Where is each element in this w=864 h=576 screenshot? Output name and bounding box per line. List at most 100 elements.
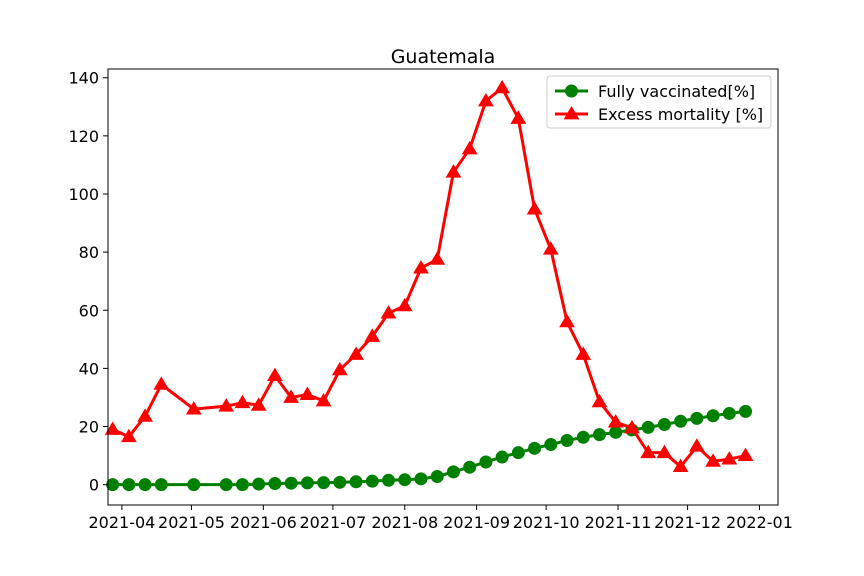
data-point [398, 473, 412, 487]
data-point [268, 476, 282, 490]
y-tick-label: 20 [79, 418, 99, 437]
data-point [137, 408, 153, 422]
data-point [688, 438, 705, 452]
data-point [722, 406, 736, 420]
data-point [705, 453, 721, 467]
data-point [641, 420, 655, 434]
data-point [234, 394, 251, 409]
data-point [657, 417, 671, 431]
legend-label: Excess mortality [%] [598, 105, 763, 124]
x-tick-label: 2021-06 [230, 513, 297, 532]
data-point [607, 414, 624, 428]
data-point [104, 421, 121, 435]
legend-marker [563, 106, 580, 120]
data-point [331, 361, 348, 376]
data-point [591, 393, 608, 408]
data-point [138, 478, 152, 492]
data-point [575, 346, 592, 360]
data-point [478, 92, 494, 107]
data-point [122, 478, 136, 492]
data-point [494, 79, 510, 94]
data-point [461, 140, 478, 155]
data-point [640, 444, 657, 459]
data-point [218, 398, 235, 412]
data-point [479, 455, 493, 469]
data-point [219, 478, 233, 492]
data-point [737, 447, 754, 461]
y-tick-label: 140 [68, 69, 99, 88]
data-point [120, 428, 137, 443]
data-point [315, 392, 332, 407]
data-point [284, 476, 298, 490]
data-point [495, 450, 509, 464]
data-point [576, 430, 590, 444]
x-tick-label: 2021-04 [88, 513, 155, 532]
data-point [445, 164, 462, 178]
data-point [413, 260, 429, 274]
y-tick-label: 80 [79, 243, 99, 262]
plot-frame [107, 68, 779, 506]
series-layer [104, 79, 754, 492]
chart-title: Guatemala [391, 46, 496, 68]
data-point [592, 428, 606, 442]
data-point [317, 476, 331, 490]
data-point [299, 386, 316, 400]
y-tick-label: 120 [68, 127, 99, 146]
x-tick-label: 2021-05 [158, 513, 225, 532]
data-point [396, 297, 413, 312]
data-point [739, 404, 753, 418]
data-point [283, 389, 300, 403]
data-point [267, 367, 283, 382]
data-point [414, 472, 428, 486]
data-point [429, 251, 446, 265]
data-point [348, 346, 364, 360]
data-point [526, 201, 543, 215]
data-point [154, 478, 168, 492]
data-point [560, 433, 574, 447]
legend-box [546, 75, 772, 129]
data-point [300, 476, 314, 490]
data-point [252, 477, 266, 491]
y-tick-label: 60 [79, 301, 99, 320]
legend-label: Fully vaccinated[%] [598, 82, 755, 101]
y-tick-label: 0 [89, 476, 99, 495]
data-point [235, 478, 249, 492]
data-point [624, 419, 640, 434]
data-point [672, 458, 689, 473]
data-point [690, 411, 704, 425]
x-axis: 2021-04 2021-05 2021-06 2021-07 2021-08 2021-… [88, 505, 793, 532]
data-point [349, 475, 363, 489]
data-point [721, 451, 738, 465]
x-tick-label: 2021-07 [299, 513, 366, 532]
x-tick-label: 2021-12 [654, 513, 721, 532]
data-point [542, 241, 559, 255]
data-point [446, 465, 460, 479]
y-tick-label: 100 [68, 185, 99, 204]
data-point [185, 401, 202, 415]
x-tick-label: 2021-08 [371, 513, 438, 532]
data-point [511, 446, 525, 460]
legend: Fully vaccinated[%] Excess mortality [%] [546, 75, 772, 129]
y-tick-label: 40 [79, 359, 99, 378]
data-point [544, 438, 558, 452]
data-point [674, 414, 688, 428]
data-point [510, 110, 527, 124]
x-tick-label: 2021-09 [443, 513, 510, 532]
data-point [380, 305, 397, 319]
x-tick-label: 2021-11 [585, 513, 652, 532]
data-point [364, 328, 381, 342]
data-point [365, 474, 379, 488]
data-point [187, 478, 201, 492]
data-point [333, 475, 347, 489]
data-point [706, 409, 720, 423]
data-point [250, 397, 267, 411]
x-tick-label: 2021-10 [513, 513, 580, 532]
x-tick-label: 2022-01 [726, 513, 793, 532]
data-point [656, 444, 673, 459]
y-axis: 0 20 40 60 80 100 120 140 [68, 69, 108, 495]
data-point [559, 313, 575, 328]
data-point [609, 425, 623, 439]
data-point [463, 460, 477, 474]
data-point [528, 441, 542, 455]
